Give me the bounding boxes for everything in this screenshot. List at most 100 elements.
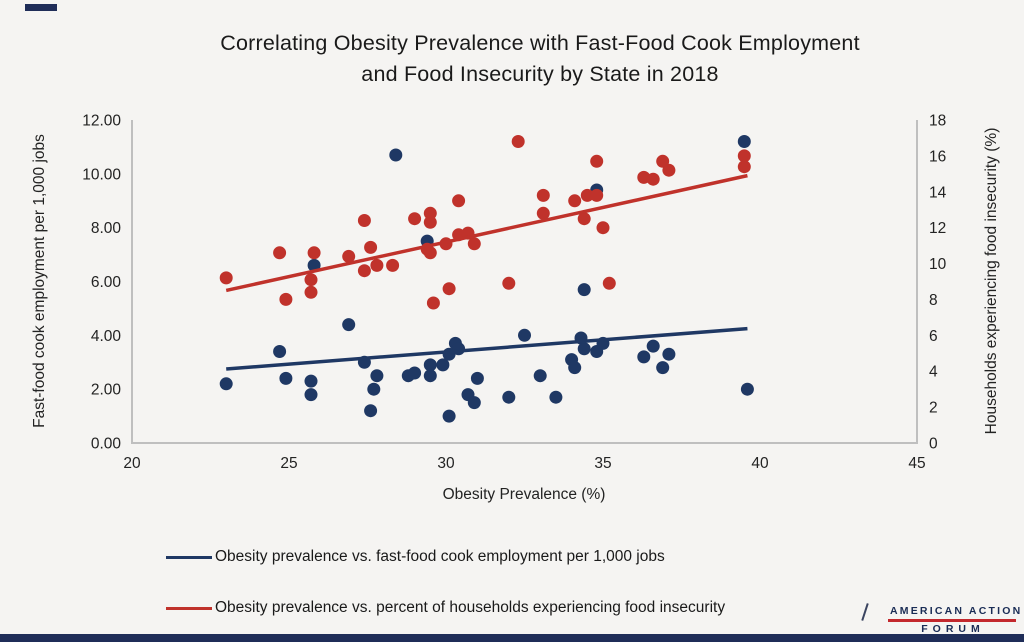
chart-title: Correlating Obesity Prevalence with Fast… <box>56 28 1024 90</box>
series-insecurity-points <box>219 135 751 310</box>
right-axis-title: Households experiencing food insecurity … <box>983 127 1000 435</box>
american-action-forum-logo: AMERICAN ACTION FORUM <box>856 595 1023 637</box>
x-tick-label: 25 <box>280 455 297 472</box>
data-point <box>467 396 481 410</box>
legend-label-employment: Obesity prevalence vs. fast-food cook em… <box>215 548 665 565</box>
data-point <box>357 214 371 227</box>
data-point <box>273 345 287 358</box>
data-point <box>304 273 318 287</box>
data-point <box>423 369 437 383</box>
left-tick-label: 6.00 <box>91 274 122 291</box>
logo-text-american-action: AMERICAN ACTION <box>890 605 1023 617</box>
left-tick-label: 10.00 <box>82 166 121 183</box>
x-tick-label: 45 <box>908 455 925 472</box>
data-point <box>442 409 456 423</box>
data-point <box>549 390 563 404</box>
chart-title-line-1: Correlating Obesity Prevalence with Fast… <box>220 31 860 55</box>
data-point <box>342 318 356 332</box>
legend-label-insecurity: Obesity prevalence vs. percent of househ… <box>215 599 726 616</box>
legend-line-red <box>166 606 212 610</box>
data-point <box>646 172 660 186</box>
data-point <box>364 240 378 254</box>
data-point <box>568 361 582 375</box>
trendline-insecurity <box>225 173 748 293</box>
right-tick-label: 10 <box>929 256 947 273</box>
data-point <box>423 358 437 372</box>
right-tick-label: 6 <box>929 328 938 345</box>
data-point <box>370 258 384 272</box>
data-point <box>590 188 604 202</box>
left-tick-label: 8.00 <box>91 220 122 237</box>
data-point <box>304 388 318 402</box>
data-point <box>568 194 582 208</box>
data-point <box>536 188 550 202</box>
trendline-employment <box>226 326 748 371</box>
data-point <box>279 292 293 306</box>
data-point <box>386 258 400 272</box>
x-tick-label: 30 <box>437 455 455 472</box>
x-axis-tick-labels: 20 25 30 35 40 45 <box>123 455 925 472</box>
x-tick-label: 20 <box>123 455 141 472</box>
data-point <box>577 342 591 356</box>
right-axis-tick-labels: 0 2 4 6 8 10 12 14 16 18 <box>929 113 947 453</box>
x-axis-title: Obesity Prevalence (%) <box>442 486 606 503</box>
data-point <box>423 215 437 229</box>
series-employment-points <box>219 135 754 423</box>
data-point <box>580 188 594 202</box>
data-point <box>279 371 293 385</box>
left-tick-label: 12.00 <box>82 113 121 130</box>
left-axis-tick-labels: 0.00 2.00 4.00 6.00 8.00 10.00 12.00 <box>82 113 121 453</box>
data-point <box>442 282 456 296</box>
data-point <box>304 374 318 388</box>
data-point <box>408 366 422 380</box>
legend-item-employment: Obesity prevalence vs. fast-food cook em… <box>166 547 665 567</box>
data-point <box>737 135 751 148</box>
left-tick-label: 0.00 <box>91 436 122 453</box>
right-tick-label: 18 <box>929 113 946 130</box>
data-point <box>436 358 450 372</box>
data-point <box>533 369 547 383</box>
right-tick-label: 12 <box>929 220 946 237</box>
data-point <box>577 212 591 226</box>
axis-lines <box>131 120 918 444</box>
legend-item-insecurity: Obesity prevalence vs. percent of househ… <box>166 598 725 618</box>
bottom-accent-bar <box>0 634 1024 642</box>
data-point <box>389 148 403 162</box>
left-tick-label: 4.00 <box>91 328 122 345</box>
data-point <box>511 135 525 148</box>
right-tick-label: 4 <box>929 364 938 381</box>
data-point <box>426 296 440 310</box>
data-point <box>364 404 378 418</box>
left-tick-label: 2.00 <box>91 382 122 399</box>
x-tick-label: 40 <box>751 455 769 472</box>
data-point <box>662 163 676 177</box>
data-point <box>602 276 616 290</box>
data-point <box>502 276 516 290</box>
logo-slash-icon <box>861 603 869 621</box>
data-point <box>219 271 233 285</box>
data-point <box>646 339 660 353</box>
data-point <box>307 246 321 260</box>
data-point <box>467 237 481 251</box>
right-tick-label: 2 <box>929 400 938 417</box>
data-point <box>342 249 356 263</box>
right-tick-label: 8 <box>929 292 938 309</box>
top-accent-dash <box>25 4 57 11</box>
data-point <box>536 206 550 220</box>
data-point <box>740 382 754 396</box>
x-tick-label: 35 <box>594 455 611 472</box>
legend-line-navy <box>166 555 212 559</box>
data-point <box>367 382 381 396</box>
data-point <box>737 160 751 174</box>
data-point <box>452 342 466 356</box>
data-point <box>357 264 371 278</box>
data-point <box>452 194 466 208</box>
logo-red-underline <box>888 619 1016 622</box>
data-point <box>656 361 670 375</box>
data-point <box>423 206 437 220</box>
data-point <box>662 347 676 361</box>
data-point <box>596 221 610 235</box>
data-point <box>590 154 604 168</box>
